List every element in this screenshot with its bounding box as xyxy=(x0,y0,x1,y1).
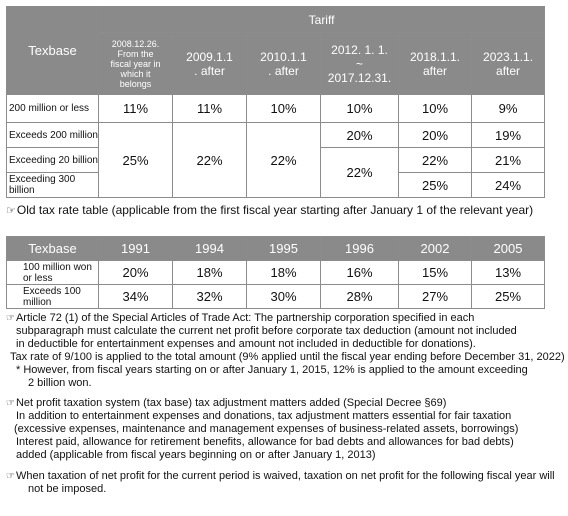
note-line: added (applicable from fiscal years begi… xyxy=(16,449,376,461)
note-line: In addition to entertainment expenses an… xyxy=(16,410,512,422)
waived-note: ☞ When taxation of net profit for the cur… xyxy=(6,470,555,496)
rate-cell: 34% xyxy=(98,284,173,309)
row-label: Exceeds 200 million xyxy=(6,122,99,148)
column-header: 2018.1.1. after xyxy=(398,32,472,95)
rate-cell: 10% xyxy=(320,94,399,123)
rate-cell: 20% xyxy=(398,122,472,148)
rate-cell: 25% xyxy=(98,122,173,198)
old-rate-table: Texbase 1991 1994 1995 1996 2002 2005 10… xyxy=(6,236,545,309)
pointing-hand-icon: ☞ xyxy=(6,313,15,324)
rate-cell: 13% xyxy=(471,260,545,285)
table-row: 100 million won or less 20% 18% 18% 16% … xyxy=(6,260,545,285)
rate-cell: 25% xyxy=(471,284,545,309)
row-label: Exceeding 300 billion xyxy=(6,172,99,198)
table-row: Exceeds 100 million 34% 32% 30% 28% 27% … xyxy=(6,284,545,309)
column-header: 2023.1.1. after xyxy=(470,32,546,95)
rate-cell: 22% xyxy=(320,147,399,198)
table-row: Exceeds 200 million 25% 22% 22% 20% 20% … xyxy=(6,122,546,198)
caption-text: Old tax rate table (applicable from the … xyxy=(16,203,534,217)
note-line: When taxation of net profit for the curr… xyxy=(15,470,555,482)
column-header: 2009.1.1 . after xyxy=(172,32,247,95)
note-line: in deductible for entertainment expenses… xyxy=(16,338,476,350)
note-line: Article 72 (1) of the Special Articles o… xyxy=(15,312,475,324)
note-line: (excessive expenses, maintenance and man… xyxy=(14,423,519,435)
rate-cell: 10% xyxy=(398,94,472,123)
rate-cell: 32% xyxy=(172,284,247,309)
row-label: Exceeds 100 million xyxy=(6,284,99,309)
rate-cell: 27% xyxy=(398,284,472,309)
rate-cell: 11% xyxy=(172,94,247,123)
year-header: 2002 xyxy=(398,236,472,261)
rate-cell: 15% xyxy=(398,260,472,285)
old-rate-caption: ☞ Old tax rate table (applicable from the… xyxy=(6,203,533,218)
rate-cell: 22% xyxy=(246,122,321,198)
rate-cell: 22% xyxy=(398,147,472,173)
note-line: Tax rate of 9/100 is applied to the tota… xyxy=(10,351,565,363)
texbase-header: Texbase xyxy=(6,236,99,261)
tariff-header: Tariff xyxy=(97,6,546,33)
table-row: Exceeding 300 billion 25% 24% xyxy=(6,172,546,198)
year-header: 2005 xyxy=(471,236,545,261)
year-header: 1991 xyxy=(98,236,173,261)
rate-cell: 11% xyxy=(98,94,173,123)
note-line: Net profit taxation system (tax base) ta… xyxy=(15,397,447,409)
year-header: 1995 xyxy=(246,236,321,261)
note-line: Interest paid, allowance for retirement … xyxy=(16,436,514,448)
column-header: 2008.12.26. From the fiscal year in whic… xyxy=(98,32,173,95)
rate-cell: 22% xyxy=(172,122,247,198)
pointing-hand-icon: ☞ xyxy=(6,205,16,217)
rate-cell: 25% xyxy=(398,172,472,198)
row-label: 200 million or less xyxy=(6,94,99,123)
rate-cell: 24% xyxy=(470,172,546,198)
rate-cell: 18% xyxy=(172,260,247,285)
column-header: 2012. 1. 1. ~ 2017.12.31. xyxy=(320,32,399,95)
pointing-hand-icon: ☞ xyxy=(6,471,15,482)
tariff-table: Texbase Tariff 2008.12.26. From the fisc… xyxy=(6,6,546,198)
rate-cell: 30% xyxy=(246,284,321,309)
rate-cell: 20% xyxy=(320,122,399,148)
rate-cell: 20% xyxy=(98,260,173,285)
note-line: 2 billion won. xyxy=(28,377,92,389)
texbase-header: Texbase xyxy=(6,6,99,95)
rate-cell: 21% xyxy=(470,147,546,173)
rate-cell: 28% xyxy=(320,284,399,309)
rate-cell: 9% xyxy=(470,94,546,123)
column-header: 2010.1.1 . after xyxy=(246,32,321,95)
rate-cell: 10% xyxy=(246,94,321,123)
rate-cell: 19% xyxy=(470,122,546,148)
row-label: 100 million won or less xyxy=(6,260,99,285)
article72-note: ☞ Article 72 (1) of the Special Articles … xyxy=(6,312,565,390)
year-header: 1996 xyxy=(320,236,399,261)
row-label: Exceeding 20 billion xyxy=(6,147,99,173)
note-line: not be imposed. xyxy=(28,483,107,495)
table-row: 200 million or less 11% 11% 10% 10% 10% … xyxy=(6,94,546,123)
rate-cell: 16% xyxy=(320,260,399,285)
pointing-hand-icon: ☞ xyxy=(6,398,15,409)
rate-cell: 18% xyxy=(246,260,321,285)
note-line: * However, from fiscal years starting on… xyxy=(16,364,528,376)
year-header: 1994 xyxy=(172,236,247,261)
note-line: subparagraph must calculate the current … xyxy=(16,325,517,337)
net-profit-note: ☞ Net profit taxation system (tax base) t… xyxy=(6,397,518,462)
